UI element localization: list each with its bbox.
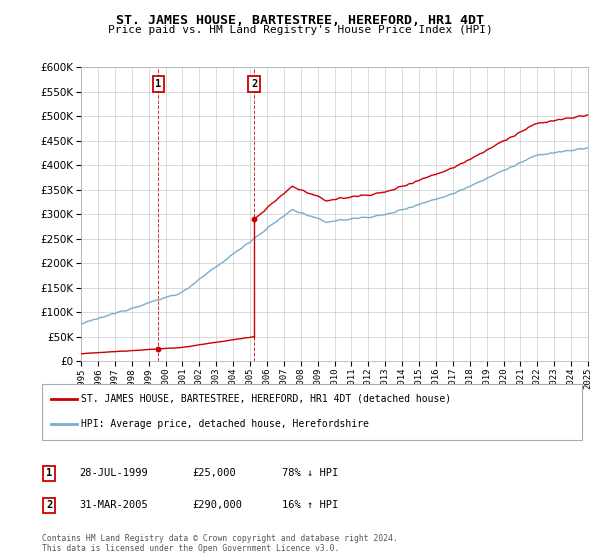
Point [154, 344, 163, 353]
Text: 28-JUL-1999: 28-JUL-1999 [79, 468, 148, 478]
Text: 78% ↓ HPI: 78% ↓ HPI [282, 468, 338, 478]
Text: 2: 2 [251, 79, 257, 89]
Text: ST. JAMES HOUSE, BARTESTREE, HEREFORD, HR1 4DT (detached house): ST. JAMES HOUSE, BARTESTREE, HEREFORD, H… [81, 394, 451, 404]
Text: Contains HM Land Registry data © Crown copyright and database right 2024.
This d: Contains HM Land Registry data © Crown c… [42, 534, 398, 553]
Text: HPI: Average price, detached house, Herefordshire: HPI: Average price, detached house, Here… [81, 419, 369, 430]
Text: 1: 1 [46, 468, 52, 478]
Text: 16% ↑ HPI: 16% ↑ HPI [282, 500, 338, 510]
Text: 1: 1 [155, 79, 161, 89]
Text: ST. JAMES HOUSE, BARTESTREE, HEREFORD, HR1 4DT: ST. JAMES HOUSE, BARTESTREE, HEREFORD, H… [116, 14, 484, 27]
Text: Price paid vs. HM Land Registry's House Price Index (HPI): Price paid vs. HM Land Registry's House … [107, 25, 493, 35]
Text: 31-MAR-2005: 31-MAR-2005 [79, 500, 148, 510]
Text: £290,000: £290,000 [192, 500, 242, 510]
Text: 2: 2 [46, 500, 52, 510]
Text: £25,000: £25,000 [192, 468, 236, 478]
Point [250, 214, 259, 223]
